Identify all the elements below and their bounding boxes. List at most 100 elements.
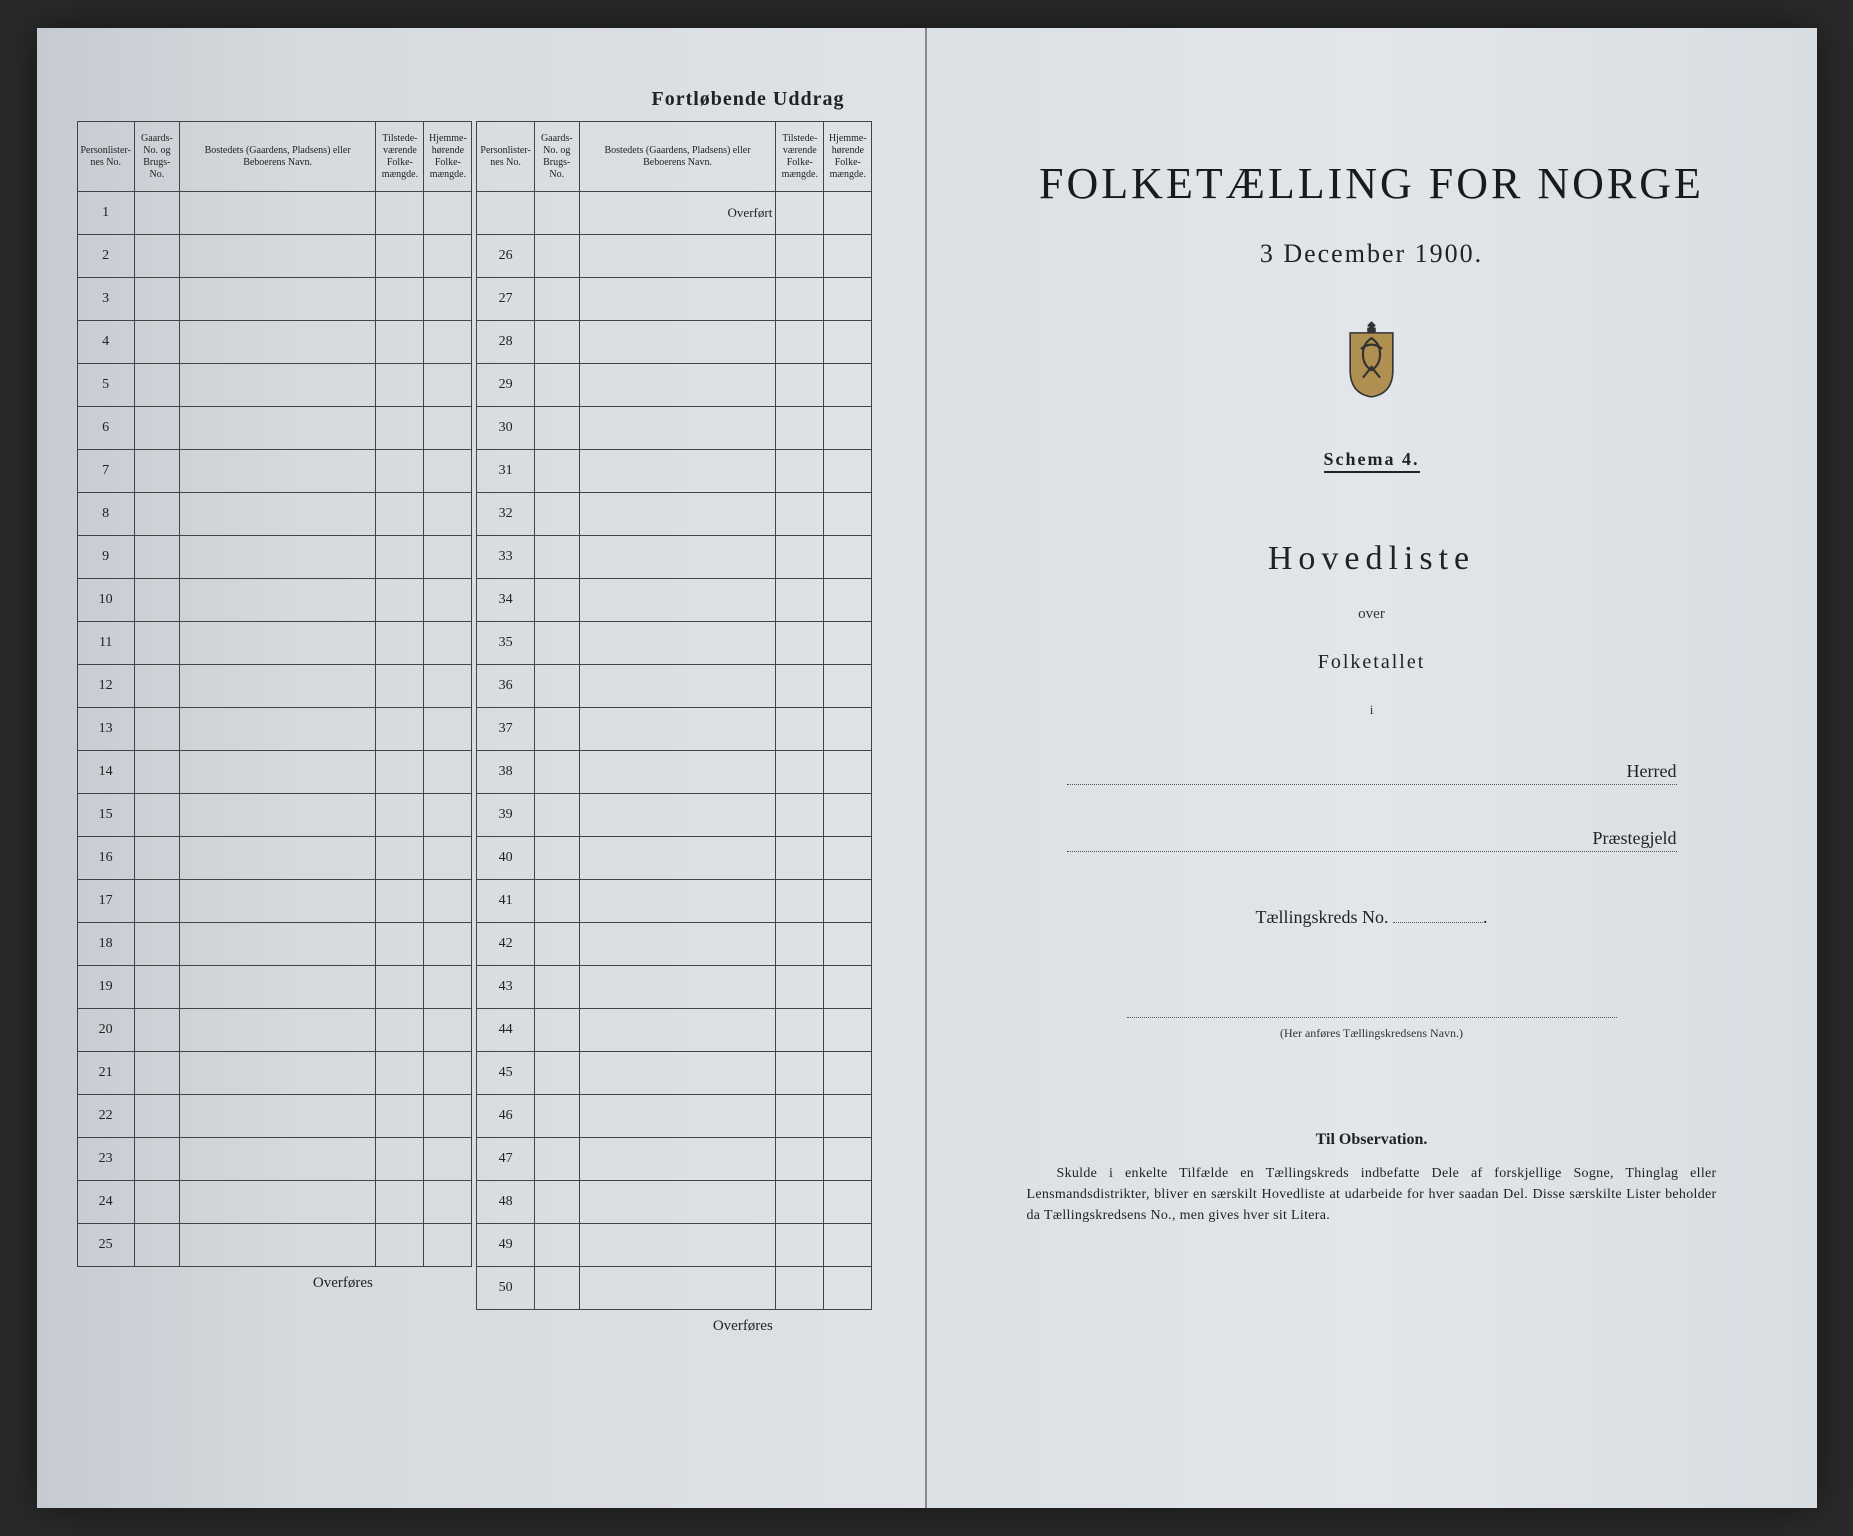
cell-hjemme bbox=[824, 321, 872, 364]
cell-hjemme bbox=[424, 450, 472, 493]
cell-hjemme bbox=[424, 708, 472, 751]
row-number: 4 bbox=[77, 321, 134, 364]
cell-hjemme bbox=[824, 364, 872, 407]
cell-tilstede bbox=[376, 880, 424, 923]
cell-tilstede bbox=[376, 1009, 424, 1052]
cell-gaard bbox=[134, 407, 179, 450]
cell-hjemme bbox=[424, 837, 472, 880]
row-number: 12 bbox=[77, 665, 134, 708]
table-row: 4 bbox=[77, 321, 472, 364]
cell-hjemme bbox=[424, 751, 472, 794]
table-row: 11 bbox=[77, 622, 472, 665]
cell-tilstede bbox=[776, 450, 824, 493]
praestegjeld-label: Præstegjeld bbox=[1593, 828, 1677, 849]
table-row: 5 bbox=[77, 364, 472, 407]
kreds-name-caption: (Her anføres Tællingskredsens Navn.) bbox=[1007, 1026, 1737, 1041]
cell-bosted bbox=[579, 450, 776, 493]
cell-bosted bbox=[579, 665, 776, 708]
table-row: 34 bbox=[477, 579, 872, 622]
cell-gaard bbox=[534, 450, 579, 493]
row-number: 39 bbox=[477, 794, 534, 837]
cell-gaard bbox=[134, 622, 179, 665]
cell-bosted bbox=[179, 880, 376, 923]
cell-tilstede bbox=[376, 450, 424, 493]
cell-gaard bbox=[534, 708, 579, 751]
table-row: 32 bbox=[477, 493, 872, 536]
cell-bosted bbox=[579, 536, 776, 579]
cell-tilstede bbox=[376, 407, 424, 450]
cell-bosted bbox=[579, 837, 776, 880]
cell-bosted bbox=[579, 708, 776, 751]
cell-bosted bbox=[579, 1138, 776, 1181]
cell-hjemme bbox=[824, 1138, 872, 1181]
cell-tilstede bbox=[776, 1224, 824, 1267]
table-row: 17 bbox=[77, 880, 472, 923]
cell-gaard bbox=[134, 536, 179, 579]
row-number: 17 bbox=[77, 880, 134, 923]
cell-hjemme bbox=[824, 407, 872, 450]
col-personlister: Personlister-nes No. bbox=[77, 122, 134, 192]
left-page: Fortløbende Uddrag Personlister-nes No. … bbox=[37, 28, 927, 1508]
cell-hjemme bbox=[424, 966, 472, 1009]
cell-hjemme bbox=[424, 1052, 472, 1095]
table-row: 44 bbox=[477, 1009, 872, 1052]
row-number: 8 bbox=[77, 493, 134, 536]
cell-bosted bbox=[179, 923, 376, 966]
table-row: 37 bbox=[477, 708, 872, 751]
cell-hjemme bbox=[824, 923, 872, 966]
row-number: 32 bbox=[477, 493, 534, 536]
cell-hjemme bbox=[824, 880, 872, 923]
cell-hjemme bbox=[824, 1267, 872, 1310]
cell-bosted bbox=[579, 235, 776, 278]
row-number: 18 bbox=[77, 923, 134, 966]
cell-gaard bbox=[534, 751, 579, 794]
cell-bosted bbox=[179, 493, 376, 536]
table-row: 30 bbox=[477, 407, 872, 450]
cell-bosted bbox=[579, 966, 776, 1009]
cell-gaard bbox=[534, 1267, 579, 1310]
cell-hjemme bbox=[824, 1224, 872, 1267]
cell-gaard bbox=[534, 1224, 579, 1267]
cell-bosted bbox=[579, 407, 776, 450]
cell-gaard bbox=[134, 880, 179, 923]
cell-gaard bbox=[534, 837, 579, 880]
cell-gaard bbox=[134, 450, 179, 493]
cell-tilstede bbox=[376, 794, 424, 837]
cell-bosted bbox=[179, 407, 376, 450]
cell-hjemme bbox=[424, 192, 472, 235]
table-row: 19 bbox=[77, 966, 472, 1009]
taellingskreds-line: Tællingskreds No. . bbox=[1007, 907, 1737, 928]
praestegjeld-line: Præstegjeld bbox=[1067, 830, 1677, 852]
table-row: 39 bbox=[477, 794, 872, 837]
cell-bosted bbox=[179, 278, 376, 321]
table-row: 31 bbox=[477, 450, 872, 493]
table-row: 48 bbox=[477, 1181, 872, 1224]
row-number: 33 bbox=[477, 536, 534, 579]
cell-tilstede bbox=[776, 278, 824, 321]
cell-gaard bbox=[134, 1181, 179, 1224]
cell-gaard bbox=[534, 1181, 579, 1224]
table-row: 22 bbox=[77, 1095, 472, 1138]
row-number: 31 bbox=[477, 450, 534, 493]
cell-gaard bbox=[134, 794, 179, 837]
cell-gaard bbox=[534, 364, 579, 407]
table-row: 28 bbox=[477, 321, 872, 364]
row-number: 50 bbox=[477, 1267, 534, 1310]
cell-tilstede bbox=[776, 1267, 824, 1310]
cell-tilstede bbox=[776, 579, 824, 622]
cell-tilstede bbox=[776, 880, 824, 923]
row-number: 34 bbox=[477, 579, 534, 622]
row-number: 9 bbox=[77, 536, 134, 579]
cell-bosted bbox=[179, 1052, 376, 1095]
cell-gaard bbox=[534, 536, 579, 579]
cell-tilstede bbox=[776, 1095, 824, 1138]
cell-hjemme bbox=[424, 1224, 472, 1267]
cell-tilstede bbox=[376, 493, 424, 536]
observation-heading: Til Observation. bbox=[1007, 1131, 1737, 1149]
row-number: 28 bbox=[477, 321, 534, 364]
cell-gaard bbox=[134, 966, 179, 1009]
table-row: 38 bbox=[477, 751, 872, 794]
row-number: 49 bbox=[477, 1224, 534, 1267]
cell-hjemme bbox=[824, 1181, 872, 1224]
cell-tilstede bbox=[776, 1138, 824, 1181]
